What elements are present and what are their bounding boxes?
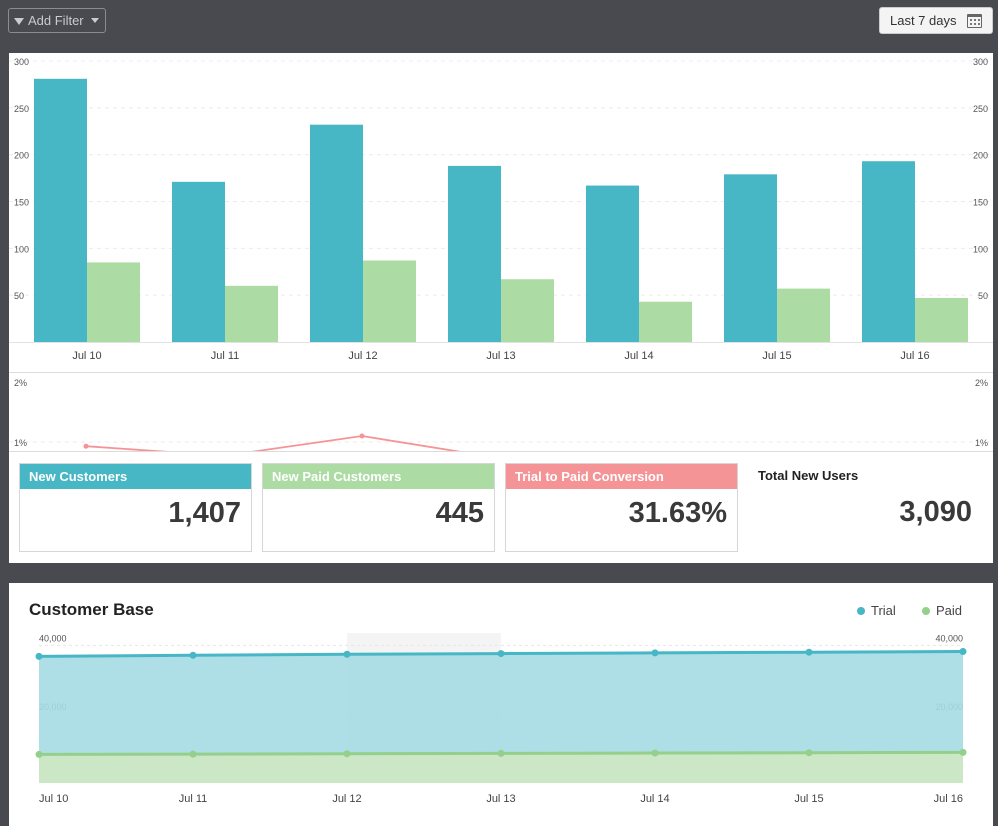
x-tick-label: Jul 11 <box>179 793 208 805</box>
y-tick-label-left: 100 <box>14 244 29 254</box>
paid-dot-icon <box>922 606 930 615</box>
bar-new-paid-customers <box>915 297 968 342</box>
bar-new-paid-customers <box>501 279 554 342</box>
x-tick-label: Jul 13 <box>486 350 515 362</box>
y-tick-label-left: 40,000 <box>39 633 67 643</box>
stat-value: 1,407 <box>168 497 241 529</box>
y-tick-label-left: 250 <box>14 104 29 114</box>
date-range-label: Last 7 days <box>890 13 957 28</box>
legend-item-paid[interactable]: Paid <box>922 603 962 618</box>
metrics-panel: 50 50 100 100 150 150 200 200 250 250 300 300 Jul 10… <box>9 53 993 563</box>
y-tick-label-left: 150 <box>14 198 29 208</box>
stat-value: 3,090 <box>899 496 972 528</box>
stat-trial-to-paid-conversion: Trial to Paid Conversion 31.63% <box>505 463 738 552</box>
y-tick-label-left: 50 <box>14 291 24 301</box>
legend-label-paid: Paid <box>936 603 963 618</box>
x-tick-label: Jul 14 <box>640 793 669 805</box>
toolbar: Add Filter Last 7 days <box>0 0 998 42</box>
legend-item-trial[interactable]: Trial <box>857 603 896 618</box>
y-tick-label-left: 300 <box>14 57 29 67</box>
y-tick-label-right: 2% <box>975 378 988 388</box>
trial-point <box>805 648 813 656</box>
funnel-icon <box>14 18 24 25</box>
conversion-line <box>85 435 468 452</box>
bar-new-paid-customers <box>777 288 830 342</box>
stat-total-new-users: Total New Users 3,090 <box>749 463 982 552</box>
x-tick-label: Jul 16 <box>900 350 929 362</box>
bar-new-customers <box>34 78 87 343</box>
y-tick-label-left: 200 <box>14 151 29 161</box>
bar-new-paid-customers <box>225 285 278 342</box>
bar-new-customers <box>172 181 225 342</box>
y-tick-label-right: 200 <box>973 151 988 161</box>
paid-area <box>39 752 963 783</box>
date-range-button[interactable]: Last 7 days <box>879 7 993 34</box>
x-tick-label: Jul 15 <box>794 793 823 805</box>
trial-point <box>35 652 43 660</box>
trial-point <box>497 650 505 658</box>
paid-point <box>35 750 43 758</box>
x-tick-label: Jul 11 <box>211 350 240 362</box>
y-tick-label-right: 250 <box>973 104 988 114</box>
y-tick-label-left: 1% <box>14 438 27 448</box>
trial-point <box>959 648 967 656</box>
stat-label: New Paid Customers <box>263 464 494 489</box>
legend-label-trial: Trial <box>871 603 896 618</box>
bar-new-paid-customers <box>363 260 416 342</box>
chevron-down-icon <box>90 18 99 23</box>
bar-new-customers <box>586 185 639 342</box>
stat-label: Trial to Paid Conversion <box>506 464 737 489</box>
stat-new-paid-customers: New Paid Customers 445 <box>262 463 495 552</box>
y-tick-label-left: 2% <box>14 378 27 388</box>
x-tick-label: Jul 15 <box>762 350 791 362</box>
y-tick-label-right: 100 <box>973 244 988 254</box>
customer-base-panel: Customer Base Trial Paid 20,00020,00040,… <box>9 583 993 826</box>
trial-dot-icon <box>857 606 865 615</box>
stat-label: Total New Users <box>758 468 859 483</box>
customer-base-title: Customer Base <box>29 600 154 619</box>
x-tick-label: Jul 12 <box>348 350 377 362</box>
conversion-line-chart: 1% 1% 2% 2% <box>9 372 993 452</box>
paid-point <box>497 749 505 757</box>
y-tick-label-right: 40,000 <box>935 633 963 643</box>
x-tick-label: Jul 13 <box>486 793 515 805</box>
paid-point <box>959 748 967 756</box>
paid-point <box>189 750 197 758</box>
bar-new-customers <box>310 124 363 343</box>
x-tick-label: Jul 14 <box>624 350 653 362</box>
bar-new-customers <box>448 165 501 342</box>
trial-point <box>189 651 197 659</box>
bar-new-paid-customers <box>87 262 140 342</box>
x-tick-label: Jul 10 <box>39 793 68 805</box>
stat-value: 445 <box>435 497 484 529</box>
x-tick-label: Jul 16 <box>934 793 963 805</box>
add-filter-button[interactable]: Add Filter <box>8 8 106 33</box>
stat-new-customers: New Customers 1,407 <box>19 463 252 552</box>
x-tick-label: Jul 12 <box>332 793 361 805</box>
trial-point <box>651 649 659 657</box>
x-tick-label: Jul 10 <box>72 350 101 362</box>
bar-new-customers <box>862 161 915 342</box>
bar-new-paid-customers <box>639 301 692 342</box>
paid-point <box>805 749 813 757</box>
y-tick-label-right: 300 <box>973 57 988 67</box>
trial-area <box>39 651 963 783</box>
stat-label: New Customers <box>20 464 251 489</box>
paid-point <box>651 749 659 757</box>
conversion-point <box>359 433 365 439</box>
trial-point <box>343 650 351 658</box>
calendar-icon <box>966 13 982 28</box>
stat-value: 31.63% <box>628 497 727 529</box>
y-tick-label-right: 1% <box>975 438 988 448</box>
paid-point <box>343 750 351 758</box>
add-filter-label: Add Filter <box>28 13 84 28</box>
y-tick-label-right: 150 <box>973 198 988 208</box>
bar-new-customers <box>724 174 777 342</box>
conversion-point <box>83 443 89 449</box>
new-customers-bar-chart: 50 50 100 100 150 150 200 200 250 250 300 300 Jul 10… <box>9 57 993 362</box>
y-tick-label-right: 50 <box>978 291 988 301</box>
